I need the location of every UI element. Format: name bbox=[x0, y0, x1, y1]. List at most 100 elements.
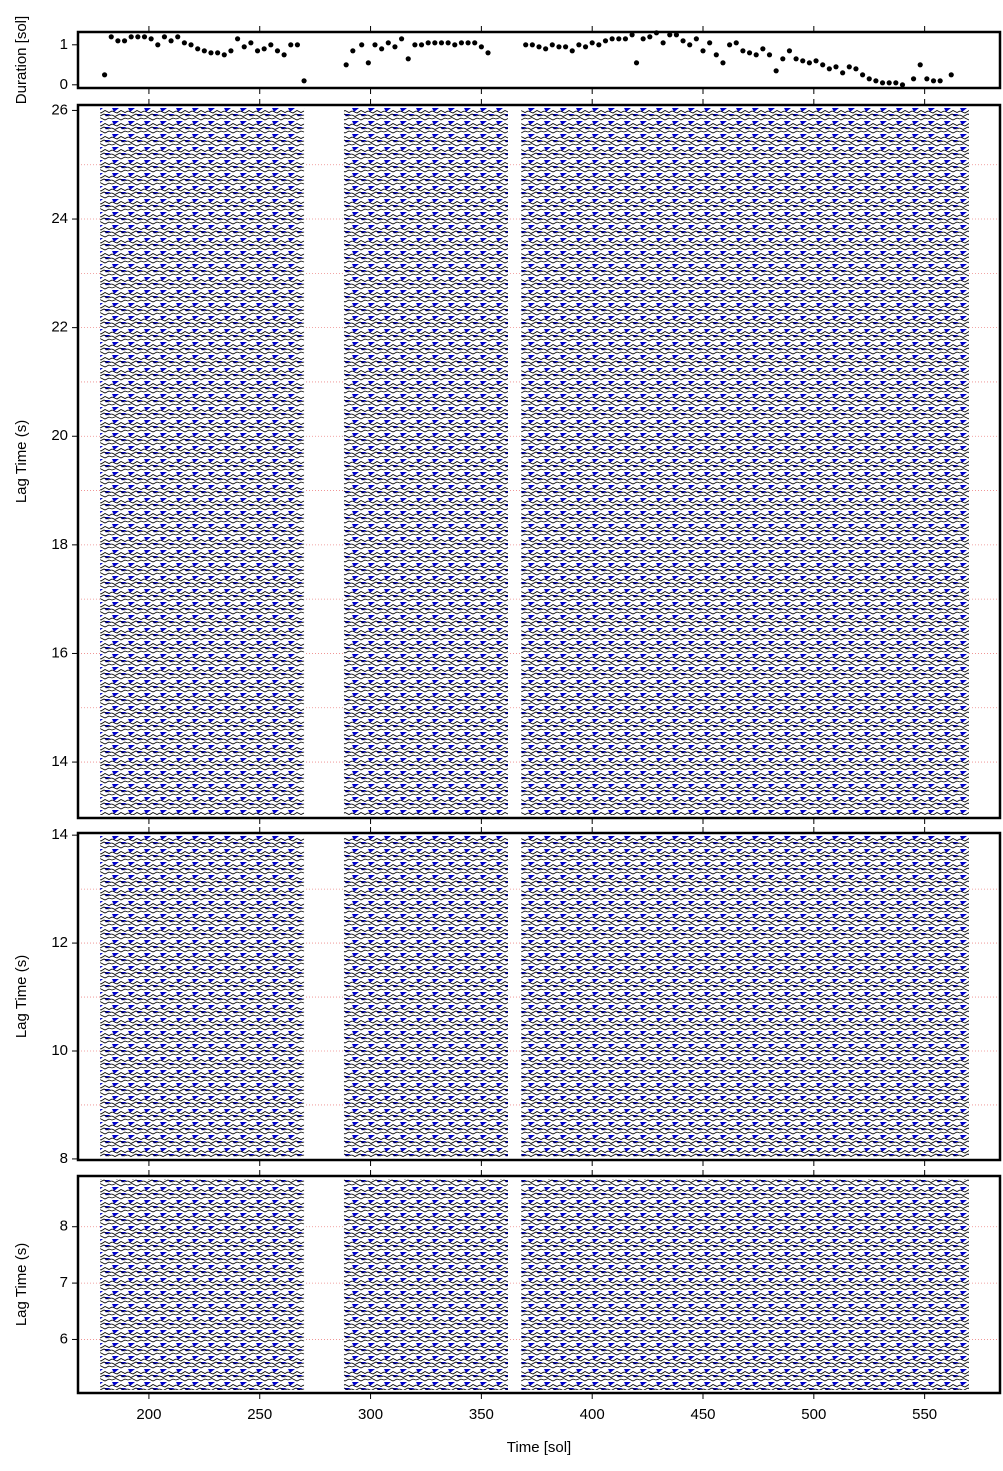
y-tick-label: 14 bbox=[51, 826, 68, 843]
data-point bbox=[924, 76, 930, 82]
data-point bbox=[793, 56, 799, 62]
data-point bbox=[589, 40, 595, 46]
data-point bbox=[693, 36, 699, 42]
data-point bbox=[720, 60, 726, 66]
y-tick-label: 7 bbox=[60, 1274, 68, 1291]
data-point bbox=[208, 50, 214, 56]
data-point bbox=[879, 80, 886, 86]
data-point bbox=[188, 42, 194, 48]
data-point bbox=[221, 52, 227, 58]
data-point bbox=[294, 42, 301, 48]
data-point bbox=[343, 62, 349, 68]
data-point bbox=[773, 68, 779, 74]
x-tick-label: 500 bbox=[801, 1406, 826, 1423]
data-point bbox=[359, 42, 365, 48]
data-point bbox=[241, 44, 247, 50]
x-tick-label: 550 bbox=[912, 1406, 937, 1423]
data-point bbox=[910, 76, 917, 82]
y-tick-label: 0 bbox=[60, 76, 68, 93]
data-point bbox=[948, 72, 954, 78]
data-point bbox=[673, 32, 680, 38]
data-point bbox=[418, 42, 425, 48]
plot-frame bbox=[76, 103, 1002, 820]
data-point bbox=[700, 48, 706, 54]
data-point bbox=[181, 40, 187, 46]
data-point bbox=[687, 42, 693, 48]
data-point bbox=[853, 66, 859, 72]
plot-frame bbox=[76, 1174, 1002, 1395]
data-point bbox=[425, 40, 431, 46]
data-point bbox=[385, 40, 391, 46]
x-tick-label: 300 bbox=[358, 1406, 383, 1423]
data-point bbox=[452, 42, 458, 48]
data-point bbox=[201, 48, 207, 54]
y-tick-label: 1 bbox=[60, 36, 68, 53]
y-tick-label: 8 bbox=[60, 1218, 68, 1235]
trace-section bbox=[521, 108, 969, 815]
data-point bbox=[886, 80, 892, 86]
data-point bbox=[215, 50, 221, 56]
y-tick-label: 12 bbox=[51, 934, 68, 951]
data-point bbox=[128, 34, 134, 40]
trace-section bbox=[521, 836, 969, 1157]
x-tick-label: 250 bbox=[247, 1406, 272, 1423]
y-tick-label: 14 bbox=[51, 753, 68, 770]
y-tick-label: 24 bbox=[51, 210, 68, 227]
y-axis-label: Lag Time (s) bbox=[13, 955, 30, 1038]
data-point bbox=[596, 42, 602, 48]
y-axis-label: Lag Time (s) bbox=[13, 420, 30, 503]
y-tick-label: 18 bbox=[51, 536, 68, 553]
x-tick-label: 350 bbox=[469, 1406, 494, 1423]
data-point bbox=[161, 34, 168, 40]
data-point bbox=[937, 78, 943, 84]
trace-section bbox=[343, 836, 508, 1157]
data-point bbox=[274, 48, 281, 54]
data-point bbox=[629, 32, 635, 38]
x-tick-label: 400 bbox=[580, 1406, 605, 1423]
y-tick-label: 26 bbox=[51, 101, 68, 118]
data-point bbox=[135, 34, 141, 40]
data-point bbox=[780, 56, 786, 62]
y-tick-label: 6 bbox=[60, 1330, 68, 1347]
data-point bbox=[786, 48, 793, 54]
data-point bbox=[866, 76, 872, 82]
data-point bbox=[733, 40, 739, 46]
y-tick-label: 16 bbox=[51, 644, 68, 661]
data-point bbox=[168, 38, 174, 44]
data-point bbox=[141, 34, 148, 40]
y-tick-label: 22 bbox=[51, 319, 68, 336]
data-point bbox=[813, 58, 819, 64]
data-point bbox=[899, 82, 906, 88]
y-tick-label: 8 bbox=[60, 1150, 68, 1167]
data-point bbox=[820, 62, 826, 68]
data-point bbox=[543, 46, 549, 52]
y-axis-label: Duration [sol] bbox=[13, 16, 30, 104]
data-point bbox=[175, 34, 181, 40]
data-point bbox=[108, 34, 114, 40]
y-tick-label: 20 bbox=[51, 427, 68, 444]
data-point bbox=[115, 38, 121, 44]
data-point bbox=[379, 46, 385, 52]
data-point bbox=[350, 48, 356, 54]
data-point bbox=[766, 52, 773, 58]
data-point bbox=[432, 40, 438, 46]
data-point bbox=[485, 50, 491, 56]
data-point bbox=[640, 36, 646, 42]
data-point bbox=[800, 58, 806, 64]
data-point bbox=[556, 44, 562, 50]
data-point bbox=[859, 72, 866, 78]
y-axis-label: Lag Time (s) bbox=[13, 1243, 30, 1326]
data-point bbox=[753, 52, 759, 58]
data-point bbox=[465, 40, 471, 46]
data-point bbox=[438, 40, 445, 46]
data-point bbox=[372, 42, 378, 48]
data-point bbox=[846, 64, 852, 70]
data-point bbox=[576, 42, 582, 48]
data-point bbox=[529, 42, 535, 48]
data-point bbox=[445, 40, 451, 46]
x-tick-label: 450 bbox=[690, 1406, 715, 1423]
data-point bbox=[740, 48, 746, 54]
trace-section bbox=[343, 108, 508, 815]
data-point bbox=[228, 48, 234, 54]
